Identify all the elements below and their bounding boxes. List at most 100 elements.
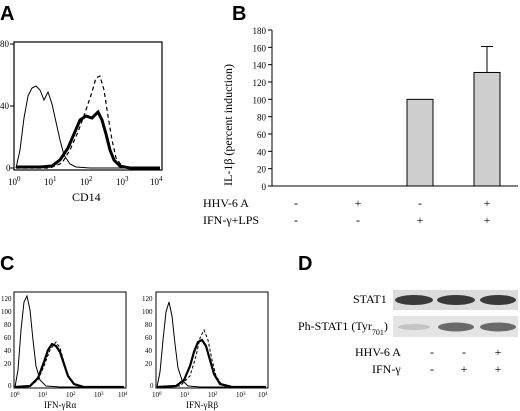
panel-d-ph-stat1-band-2 xyxy=(438,322,474,332)
panel-a-frame xyxy=(13,41,163,171)
panel-c-left-xtick-2: 102 xyxy=(66,391,76,399)
panel-b-cell-1-3: + xyxy=(484,213,491,227)
panel-c-right-xtick-4: 104 xyxy=(258,391,268,399)
panel-a-histogram: 80 40 0 100 101 102 103 104 CD14 xyxy=(0,39,163,204)
panel-a-xtick-0: 100 xyxy=(8,175,21,187)
panel-a-dashed-curve xyxy=(16,75,160,169)
panel-b-ytick-label: 60 xyxy=(257,130,267,140)
panel-a-thick-curve xyxy=(16,109,160,170)
panel-c-right-isotype-curve xyxy=(156,301,266,388)
panel-c-left-ytick-60: 60 xyxy=(4,334,12,342)
panel-c-right-xtick-2: 102 xyxy=(208,391,218,399)
panel-label-b: B xyxy=(232,3,246,25)
panel-a-ytick-40: 40 xyxy=(0,101,10,111)
panel-d-stat1-band-2 xyxy=(437,295,475,305)
panel-b-ytick-label: 100 xyxy=(253,95,267,105)
panel-a-xtick-2: 102 xyxy=(80,175,93,187)
panel-c-left-histogram: 120 100 80 60 40 20 0 100 101 102 103 10… xyxy=(1,291,128,410)
panel-b-ytick-label: 120 xyxy=(253,78,267,88)
panel-c-left-ytick-80: 80 xyxy=(4,321,12,329)
panel-d-stat1-band-3 xyxy=(480,295,516,305)
panel-d-cell-0-1: - xyxy=(462,345,466,359)
panel-c-right-histogram: 120 100 80 60 40 20 0 100 101 102 103 10… xyxy=(142,291,269,410)
panel-c-right-xlabel: IFN-γRβ xyxy=(186,400,218,410)
panel-a-ytick-0: 0 xyxy=(6,163,11,173)
panel-a-xtick-4: 104 xyxy=(150,175,163,187)
panel-c-left-xlabel: IFN-γRα xyxy=(44,400,76,410)
panel-label-a: A xyxy=(0,3,14,25)
panel-b-bar-chart: IL-1β (percent induction) 0 20 40 60 80 100 12… xyxy=(221,26,518,192)
panel-b-cell-0-1: + xyxy=(355,196,362,210)
panel-c-left-xtick-1: 101 xyxy=(38,391,48,399)
panel-c-right-ytick-60: 60 xyxy=(145,334,153,342)
panel-c-right-xtick-0: 100 xyxy=(152,391,162,399)
panel-b-condition-table: HHV-6 A IFN-γ+LPS - + - + - - + + xyxy=(203,196,491,227)
panel-a-xtick-3: 103 xyxy=(116,175,129,187)
panel-b-ytick-label: 0 xyxy=(262,182,267,192)
panel-d-western-blot: STAT1 Ph-STAT1 (Tyr701) HHV-6 A IFN-γ - … xyxy=(298,290,518,376)
panel-c-right-ytick-100: 100 xyxy=(142,308,153,316)
panel-d-row-hhv6a-label: HHV-6 A xyxy=(355,345,401,359)
panel-c-right-xtick-1: 101 xyxy=(180,391,190,399)
panel-d-cell-0-0: - xyxy=(430,345,434,359)
panel-c-left-xtick-0: 100 xyxy=(10,391,20,399)
panel-c-right-ytick-80: 80 xyxy=(145,321,153,329)
panel-c-right-thick-curve xyxy=(156,338,266,389)
panel-b-bar-2 xyxy=(406,98,434,187)
panel-c-right-ytick-40: 40 xyxy=(145,347,153,355)
panel-b-cell-0-0: - xyxy=(294,196,298,210)
panel-c-left-ytick-0: 0 xyxy=(8,382,12,390)
panel-c-right-ytick-120: 120 xyxy=(142,295,153,303)
panel-b-yticks: 0 20 40 60 80 100 120 140 160 180 xyxy=(253,26,272,192)
panel-b-ytick-label: 80 xyxy=(257,113,267,123)
panel-b-cell-0-3: + xyxy=(484,196,491,210)
panel-c-left-xtick-3: 103 xyxy=(94,391,104,399)
panel-c-left-ytick-40: 40 xyxy=(4,347,12,355)
panel-d-stat1-band-1 xyxy=(395,295,433,305)
panel-c-left-thick-curve xyxy=(14,342,124,389)
panel-c-right-frame xyxy=(155,291,269,389)
panel-d-cell-0-2: + xyxy=(495,345,502,359)
panel-c-right-xtick-3: 103 xyxy=(236,391,246,399)
panel-b-ytick-label: 160 xyxy=(253,43,267,53)
panel-c-right-dashed-curve xyxy=(156,328,266,388)
panel-c-right-ytick-20: 20 xyxy=(145,360,153,368)
panel-b-cell-1-2: + xyxy=(417,213,424,227)
panel-b-row-ifn-lps-label: IFN-γ+LPS xyxy=(203,213,259,227)
panel-c-right-ytick-0: 0 xyxy=(150,382,154,390)
panel-d-row-ifng-label: IFN-γ xyxy=(372,362,401,376)
panel-a-xticks: 100 101 102 103 104 xyxy=(8,175,163,187)
panel-c-left-ytick-120: 120 xyxy=(1,295,12,303)
panel-c-left-xtick-4: 104 xyxy=(118,391,128,399)
panel-b-cell-1-0: - xyxy=(294,213,298,227)
panel-b-cell-0-2: - xyxy=(418,196,422,210)
panel-b-ylabel: IL-1β (percent induction) xyxy=(221,64,235,186)
panel-b-ytick-label: 20 xyxy=(257,165,267,175)
panel-b-bars xyxy=(406,45,501,187)
panel-c-left-isotype-curve xyxy=(14,294,124,388)
panel-c-left-ytick-100: 100 xyxy=(1,308,12,316)
panel-c-left-dashed-curve xyxy=(14,341,124,388)
panel-d-cell-1-0: - xyxy=(430,362,434,376)
panel-label-c: C xyxy=(0,253,14,275)
panel-d-ph-stat1-band-3 xyxy=(480,322,516,332)
panel-d-cell-1-1: + xyxy=(461,362,468,376)
panel-b-cell-1-1: - xyxy=(356,213,360,227)
panel-d-stat1-label: STAT1 xyxy=(353,292,387,306)
panel-d-cell-1-2: + xyxy=(495,362,502,376)
panel-d-ph-stat1-label: Ph-STAT1 (Tyr701) xyxy=(298,319,388,337)
panel-a-xlabel: CD14 xyxy=(72,190,101,204)
panel-d-ph-stat1-band-1 xyxy=(398,324,430,330)
panel-b-ytick-label: 180 xyxy=(253,26,267,36)
panel-b-ytick-label: 140 xyxy=(253,61,267,71)
panel-c-left-frame xyxy=(13,291,127,389)
panel-c-left-ytick-20: 20 xyxy=(4,360,12,368)
panel-b-row-hhv6a-label: HHV-6 A xyxy=(203,196,249,210)
panel-b-bar-3 xyxy=(473,71,501,187)
panel-label-d: D xyxy=(298,253,312,275)
panel-b-ytick-label: 40 xyxy=(257,147,267,157)
panel-a-ytick-80: 80 xyxy=(0,39,10,49)
panel-a-isotype-curve xyxy=(15,85,160,169)
panel-a-xtick-1: 101 xyxy=(44,175,57,187)
